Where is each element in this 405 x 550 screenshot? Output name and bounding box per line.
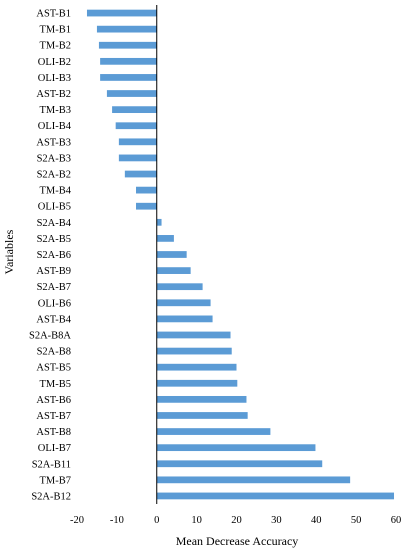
category-label-ast-b9: AST-B9 <box>36 266 71 277</box>
bar-s2a-b8 <box>156 347 232 355</box>
bar-s2a-b6 <box>156 251 187 258</box>
x-tick-label-40: 40 <box>311 515 322 526</box>
category-label-tm-b2: TM-B2 <box>40 41 72 52</box>
x-tick-label-50: 50 <box>351 515 362 526</box>
category-label-ast-b7: AST-B7 <box>36 411 71 422</box>
y-axis-title: Variables <box>2 229 16 274</box>
labels-layer: AST-B1 TM-B1 TM-B2 OLI-B2 OLI-B3 AST-B2 TM-B3 O… <box>29 9 401 526</box>
bar-ast-b8 <box>156 428 271 435</box>
bar-ast-b3 <box>118 138 157 146</box>
x-tick-label-neg20: -20 <box>70 515 84 526</box>
category-label-tm-b1: TM-B1 <box>40 25 72 36</box>
category-label-s2a-b8: S2A-B8 <box>37 347 71 358</box>
bar-s2a-b5 <box>156 235 174 242</box>
category-label-s2a-b3: S2A-B3 <box>37 153 71 164</box>
x-tick-label-0: 0 <box>154 515 159 526</box>
category-label-tm-b4: TM-B4 <box>40 186 72 197</box>
bar-ast-b9 <box>156 267 191 274</box>
bar-oli-b7 <box>156 444 316 452</box>
category-label-oli-b5: OLI-B5 <box>38 202 71 213</box>
bar-oli-b3 <box>100 74 157 81</box>
category-label-s2a-b4: S2A-B4 <box>37 218 72 229</box>
category-label-s2a-b6: S2A-B6 <box>37 250 71 261</box>
bar-tm-b4 <box>136 186 157 194</box>
category-label-oli-b6: OLI-B6 <box>38 298 71 309</box>
category-label-ast-b4: AST-B4 <box>36 314 71 325</box>
x-tick-label-30: 30 <box>271 515 282 526</box>
category-label-s2a-b11: S2A-B11 <box>32 459 71 470</box>
category-label-ast-b1: AST-B1 <box>36 9 71 20</box>
category-label-ast-b3: AST-B3 <box>36 137 71 148</box>
category-label-ast-b2: AST-B2 <box>36 89 71 100</box>
x-tick-label-60: 60 <box>391 515 402 526</box>
category-label-tm-b3: TM-B3 <box>40 105 72 116</box>
category-label-ast-b5: AST-B5 <box>36 363 71 374</box>
bar-oli-b5 <box>136 202 157 210</box>
bar-oli-b6 <box>156 299 211 307</box>
category-label-oli-b4: OLI-B4 <box>38 121 72 132</box>
bar-s2a-b8a <box>156 331 231 339</box>
bar-s2a-b11 <box>156 460 323 468</box>
category-label-tm-b7: TM-B7 <box>40 475 72 486</box>
bar-s2a-b7 <box>156 283 203 291</box>
category-label-s2a-b2: S2A-B2 <box>37 170 71 181</box>
bar-tm-b5 <box>156 379 238 387</box>
category-label-oli-b3: OLI-B3 <box>38 73 71 84</box>
bar-tm-b1 <box>96 25 157 33</box>
bars-layer <box>86 9 395 500</box>
category-label-oli-b7: OLI-B7 <box>38 443 71 454</box>
category-label-s2a-b7: S2A-B7 <box>37 282 71 293</box>
bar-tm-b2 <box>98 41 157 49</box>
bar-ast-b2 <box>106 90 157 97</box>
bar-oli-b4 <box>115 122 157 130</box>
category-label-s2a-b8a: S2A-B8A <box>29 330 71 341</box>
bar-tm-b3 <box>112 106 157 114</box>
bar-oli-b2 <box>100 57 157 65</box>
category-label-s2a-b12: S2A-B12 <box>31 491 71 502</box>
category-label-ast-b8: AST-B8 <box>36 427 71 438</box>
category-label-tm-b5: TM-B5 <box>40 379 72 390</box>
bar-s2a-b12 <box>156 492 395 500</box>
bar-s2a-b2 <box>124 170 157 178</box>
x-tick-label-20: 20 <box>231 515 242 526</box>
category-label-ast-b6: AST-B6 <box>36 395 71 406</box>
bar-s2a-b3 <box>118 154 157 162</box>
x-axis-title: Mean Decrease Accuracy <box>176 534 299 548</box>
bar-ast-b4 <box>156 315 213 323</box>
x-tick-label-neg10: -10 <box>110 515 124 526</box>
x-tick-label-10: 10 <box>191 515 202 526</box>
bar-ast-b7 <box>156 412 248 419</box>
category-label-oli-b2: OLI-B2 <box>38 57 71 68</box>
bar-ast-b1 <box>86 9 157 17</box>
bar-s2a-b4 <box>156 218 162 226</box>
bar-ast-b5 <box>156 363 237 371</box>
bar-tm-b7 <box>156 476 351 484</box>
category-label-s2a-b5: S2A-B5 <box>37 234 71 245</box>
bar-ast-b6 <box>156 395 247 403</box>
